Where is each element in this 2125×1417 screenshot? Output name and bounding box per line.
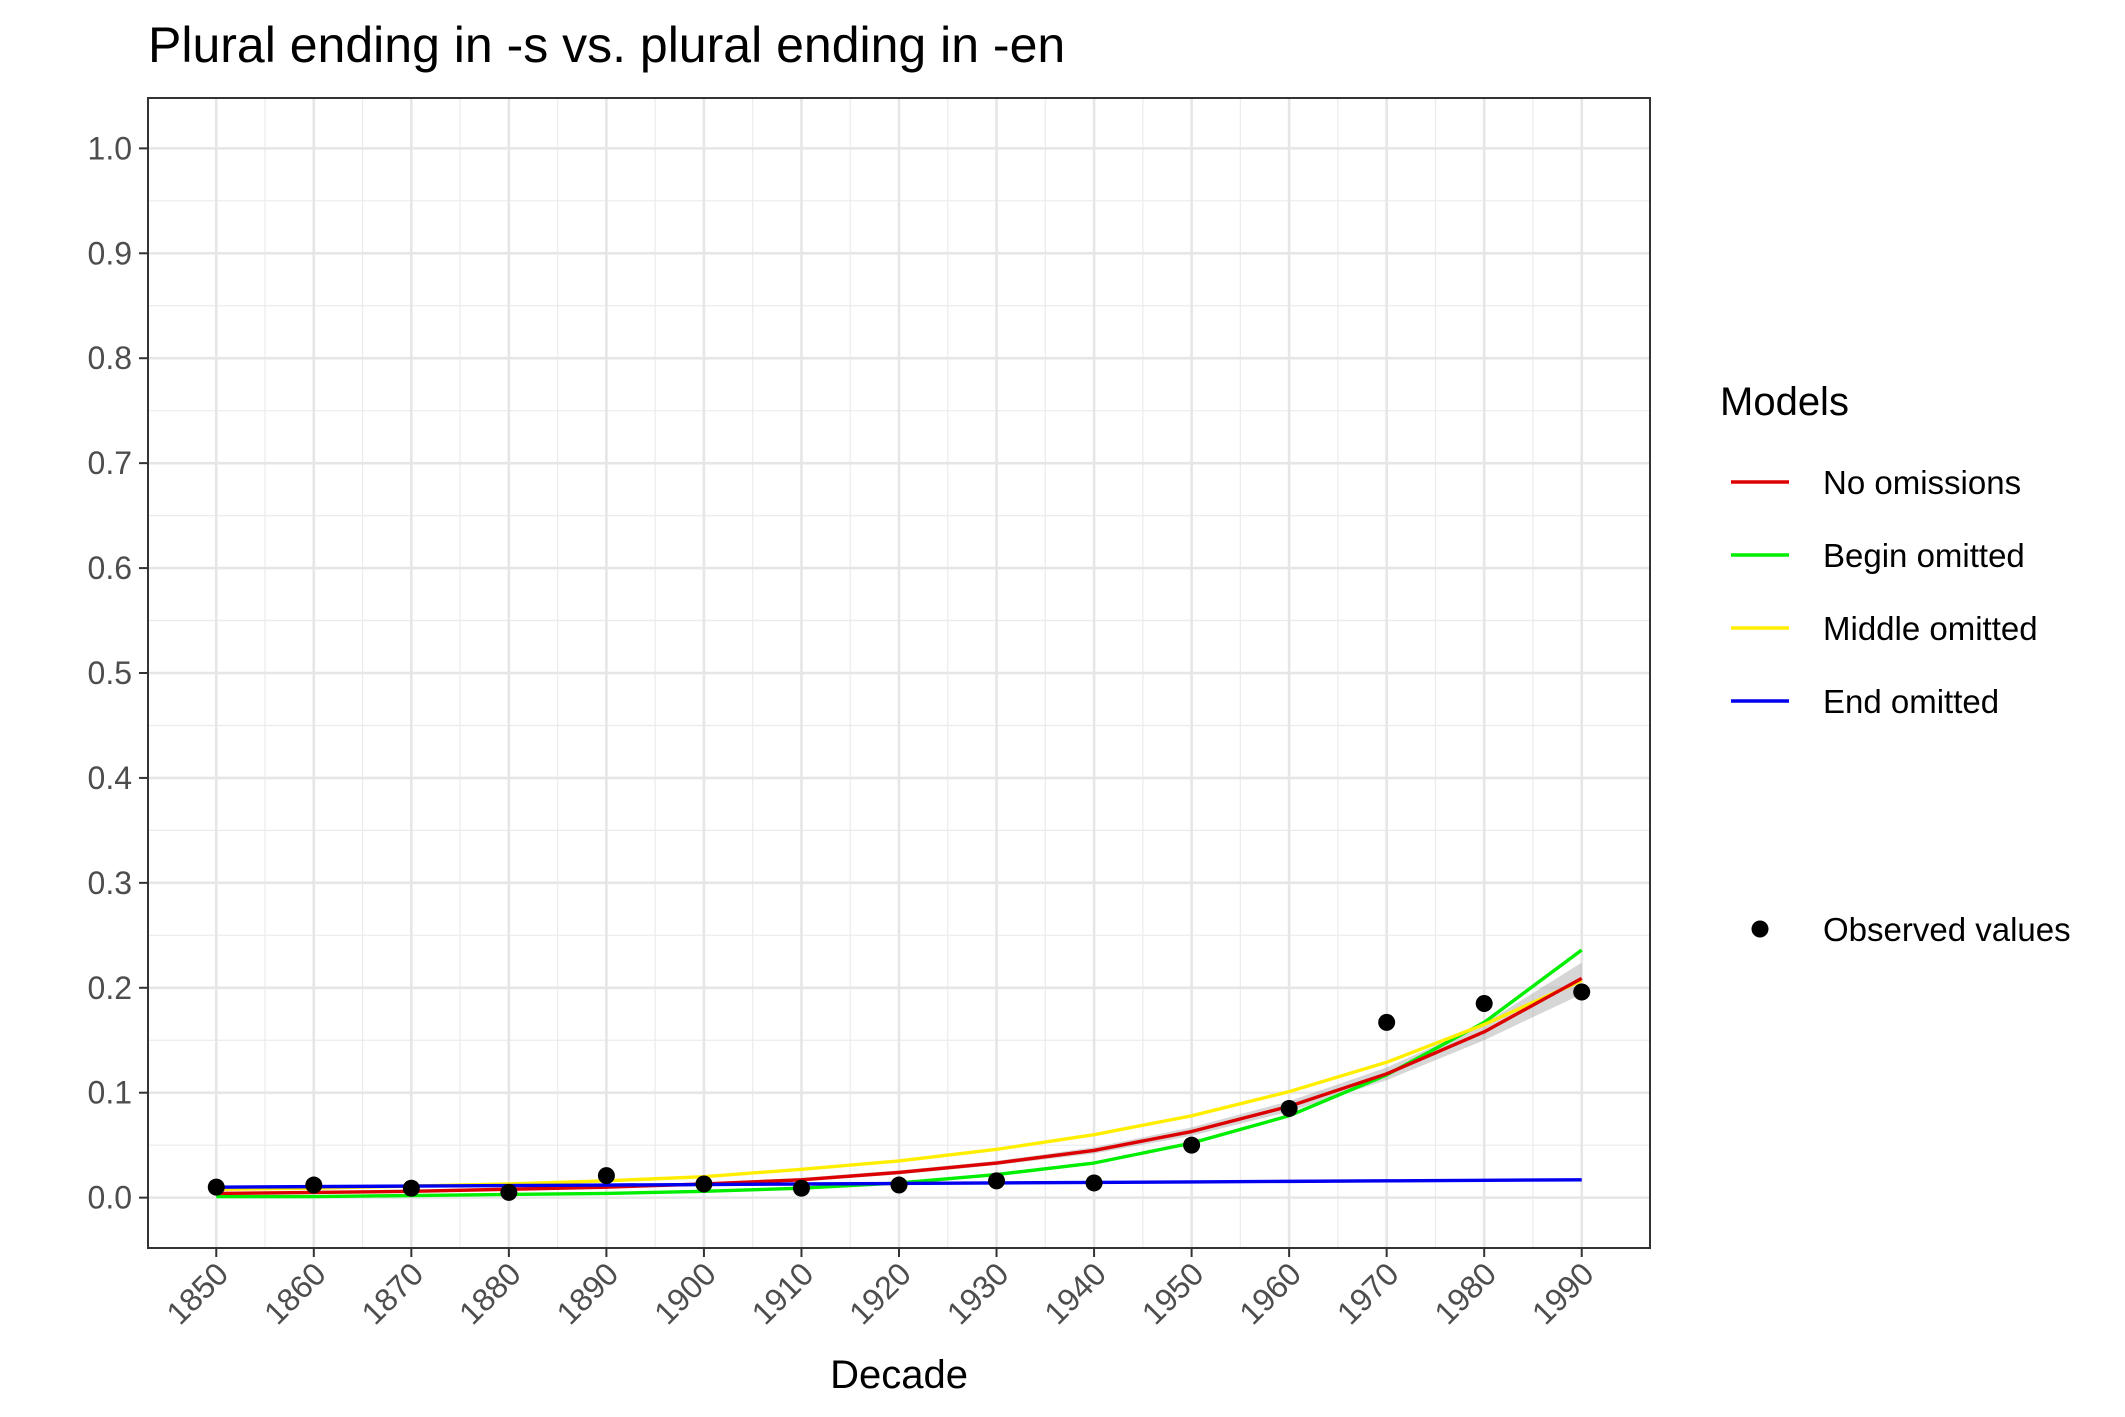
x-tick-label: 1960 <box>1232 1255 1308 1331</box>
legend-label: Middle omitted <box>1823 610 2038 647</box>
x-tick-label: 1950 <box>1135 1255 1211 1331</box>
observed-point <box>1183 1136 1201 1154</box>
x-tick-label: 1990 <box>1525 1255 1601 1331</box>
y-tick-label: 0.8 <box>88 340 132 376</box>
observed-point <box>402 1179 420 1197</box>
y-tick-label: 0.7 <box>88 445 132 481</box>
x-tick-label: 1910 <box>745 1255 821 1331</box>
x-tick-label: 1870 <box>354 1255 430 1331</box>
x-tick-label: 1920 <box>842 1255 918 1331</box>
x-axis: 1850 1860 1870 1880 1890 1900 1910 1920 1930 1940… <box>159 1248 1601 1331</box>
x-tick-label: 1940 <box>1037 1255 1113 1331</box>
observed-point <box>1378 1013 1396 1031</box>
y-tick-label: 0.4 <box>88 760 132 796</box>
x-tick-label: 1890 <box>550 1255 626 1331</box>
x-tick-label: 1850 <box>159 1255 235 1331</box>
y-tick-label: 1.0 <box>88 130 132 166</box>
y-tick-label: 0.5 <box>88 655 132 691</box>
y-tick-label: 0.3 <box>88 865 132 901</box>
legend-label: Begin omitted <box>1823 537 2025 574</box>
observed-point <box>1280 1099 1298 1117</box>
legend-title: Models <box>1720 380 1849 424</box>
legend: Models No omissions Begin omitted Middle o… <box>1720 380 2071 948</box>
x-tick-label: 1880 <box>452 1255 528 1331</box>
observed-point <box>695 1175 713 1193</box>
observed-point <box>988 1172 1006 1190</box>
observed-point <box>1475 995 1493 1013</box>
x-tick-label: 1930 <box>940 1255 1016 1331</box>
grid-major <box>148 98 1650 1248</box>
observed-points <box>207 983 1591 1201</box>
y-tick-label: 0.2 <box>88 970 132 1006</box>
y-axis: 0.0 0.1 0.2 0.3 0.4 0.5 0.6 0.7 0.8 0.9 1.0 <box>88 130 148 1216</box>
observed-point <box>500 1183 518 1201</box>
y-tick-label: 0.9 <box>88 235 132 271</box>
legend-label: End omitted <box>1823 683 1999 720</box>
x-tick-label: 1860 <box>257 1255 333 1331</box>
observed-point <box>597 1167 615 1185</box>
legend-label: No omissions <box>1823 464 2021 501</box>
x-tick-label: 1900 <box>647 1255 723 1331</box>
chart-title: Plural ending in -s vs. plural ending in… <box>148 17 1065 73</box>
x-tick-label: 1980 <box>1427 1255 1503 1331</box>
observed-point <box>890 1176 908 1194</box>
y-tick-label: 0.0 <box>88 1180 132 1216</box>
y-tick-label: 0.1 <box>88 1075 132 1111</box>
observed-point <box>305 1176 323 1194</box>
x-tick-label: 1970 <box>1330 1255 1406 1331</box>
observed-point <box>792 1179 810 1197</box>
x-axis-title: Decade <box>830 1353 968 1397</box>
observed-point <box>1085 1174 1103 1192</box>
observed-point <box>1573 983 1591 1001</box>
series-line-no-omissions <box>216 976 1583 1196</box>
legend-key-observed <box>1751 920 1769 938</box>
observed-point <box>207 1178 225 1196</box>
y-tick-label: 0.6 <box>88 550 132 586</box>
legend-label-observed: Observed values <box>1823 911 2071 948</box>
